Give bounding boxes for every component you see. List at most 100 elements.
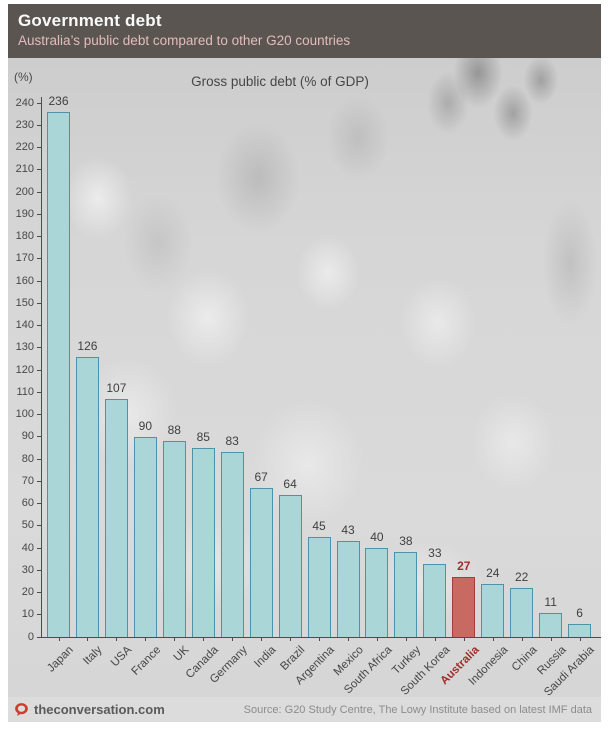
bar-value-label: 27	[457, 559, 471, 573]
x-axis-tick	[145, 637, 147, 641]
y-axis-tick	[37, 458, 42, 460]
x-axis-tick	[405, 637, 407, 641]
y-tick-label: 120	[15, 363, 34, 376]
y-tick-label: 180	[15, 230, 34, 242]
bar-value-label: 236	[48, 94, 69, 108]
y-axis-tick	[37, 102, 42, 104]
x-axis-tick	[492, 637, 494, 641]
bar-value-label: 40	[370, 530, 384, 544]
bar-value-label: 107	[106, 381, 127, 395]
page-title: Government debt	[18, 11, 162, 30]
plot-area: 0 10 20 30 40 50 60 70 80 90 100 110 120 130 140 150 160…	[16, 95, 601, 697]
infographic-card: Government debt Australia’s public debt …	[8, 4, 601, 722]
x-axis-tick	[261, 637, 263, 641]
y-axis-tick	[37, 569, 42, 571]
y-tick-label: 220	[15, 141, 34, 153]
y-tick-label: 140	[15, 319, 34, 331]
x-category-label: USA	[108, 644, 134, 670]
bar-china	[510, 588, 534, 637]
y-axis-tick	[37, 191, 42, 193]
x-axis-tick	[290, 637, 292, 641]
x-category-label: China	[509, 644, 540, 674]
y-tick-label: 100	[15, 408, 34, 420]
y-axis-tick	[37, 480, 42, 482]
y-tick-label: 130	[15, 341, 34, 354]
bar-value-label: 88	[167, 423, 181, 437]
bar-india	[249, 488, 273, 637]
x-category-label: France	[129, 644, 163, 678]
footer: theconversation.com Source: G20 Study Ce…	[8, 697, 601, 722]
bar-value-label: 90	[138, 419, 153, 433]
x-category-label: Italy	[81, 644, 105, 668]
y-tick-label: 210	[15, 163, 34, 176]
bar-south-korea	[423, 564, 447, 637]
bar-indonesia	[481, 584, 505, 637]
bar-value-label: 85	[196, 430, 210, 444]
y-tick-label: 240	[15, 96, 34, 109]
bar-value-label: 6	[576, 606, 583, 620]
bar-japan	[47, 112, 70, 637]
bar-mexico	[336, 541, 360, 637]
y-axis-tick	[37, 325, 42, 326]
x-axis-line	[41, 637, 601, 638]
y-tick-label: 170	[15, 252, 34, 265]
y-tick-label: 80	[21, 452, 34, 465]
y-axis-tick	[37, 280, 42, 282]
x-axis-tick	[232, 637, 234, 641]
x-axis-tick	[579, 637, 581, 641]
chart-title: Gross public debt (% of GDP)	[191, 74, 369, 89]
bar-value-label: 45	[312, 519, 326, 533]
bar-value-label: 11	[544, 595, 557, 609]
x-axis-tick	[521, 637, 523, 641]
x-category-label: UK	[172, 644, 192, 664]
bar-value-label: 38	[399, 534, 413, 548]
y-axis-tick	[37, 636, 42, 638]
bar-value-label: 43	[341, 523, 355, 537]
y-tick-label: 10	[21, 608, 34, 621]
bar-germany	[220, 452, 244, 637]
bar-value-label: 64	[283, 477, 297, 491]
y-tick-label: 110	[16, 385, 34, 398]
y-tick-label: 70	[21, 474, 34, 487]
bar-value-label: 83	[225, 434, 239, 448]
bar-south-africa	[365, 548, 389, 637]
y-axis-tick	[37, 436, 42, 438]
y-axis-tick	[37, 213, 42, 215]
x-category-label: Japan	[45, 644, 76, 675]
y-tick-label: 230	[15, 118, 34, 131]
bar-australia	[452, 577, 476, 637]
y-axis-line	[41, 97, 42, 638]
bar-france	[133, 437, 157, 637]
x-axis-tick	[203, 637, 205, 641]
y-tick-label: 40	[21, 541, 34, 554]
brand-link[interactable]: theconversation.com	[14, 702, 165, 717]
bar-usa	[104, 399, 128, 637]
bar-turkey	[394, 552, 418, 637]
source-text: Source: G20 Study Centre, The Lowy Insti…	[243, 703, 592, 716]
y-axis-tick	[37, 147, 42, 148]
y-axis-unit-label: (%)	[14, 70, 33, 84]
y-tick-label: 190	[15, 207, 34, 220]
y-axis-tick	[37, 503, 42, 504]
y-tick-label: 0	[27, 630, 34, 643]
bar-value-label: 126	[77, 339, 98, 353]
y-tick-label: 20	[21, 586, 34, 598]
bar-russia	[539, 613, 563, 637]
y-tick-label: 60	[21, 497, 34, 509]
x-axis-tick	[463, 637, 465, 641]
y-axis-tick	[37, 236, 42, 237]
bar-italy	[75, 357, 99, 637]
x-axis-tick	[174, 637, 176, 641]
y-axis-tick	[37, 592, 42, 593]
x-category-label: India	[252, 644, 279, 671]
bar-canada	[191, 448, 215, 637]
page-subtitle: Australia’s public debt compared to othe…	[18, 33, 351, 48]
y-tick-label: 150	[15, 296, 34, 309]
bar-argentina	[307, 537, 331, 637]
bar-saudi-arabia	[568, 624, 592, 637]
y-axis-tick	[37, 391, 42, 393]
y-axis-tick	[37, 547, 42, 549]
conversation-logo-icon	[14, 702, 29, 717]
bar-value-label: 67	[254, 470, 268, 484]
bar-value-label: 33	[428, 546, 442, 560]
